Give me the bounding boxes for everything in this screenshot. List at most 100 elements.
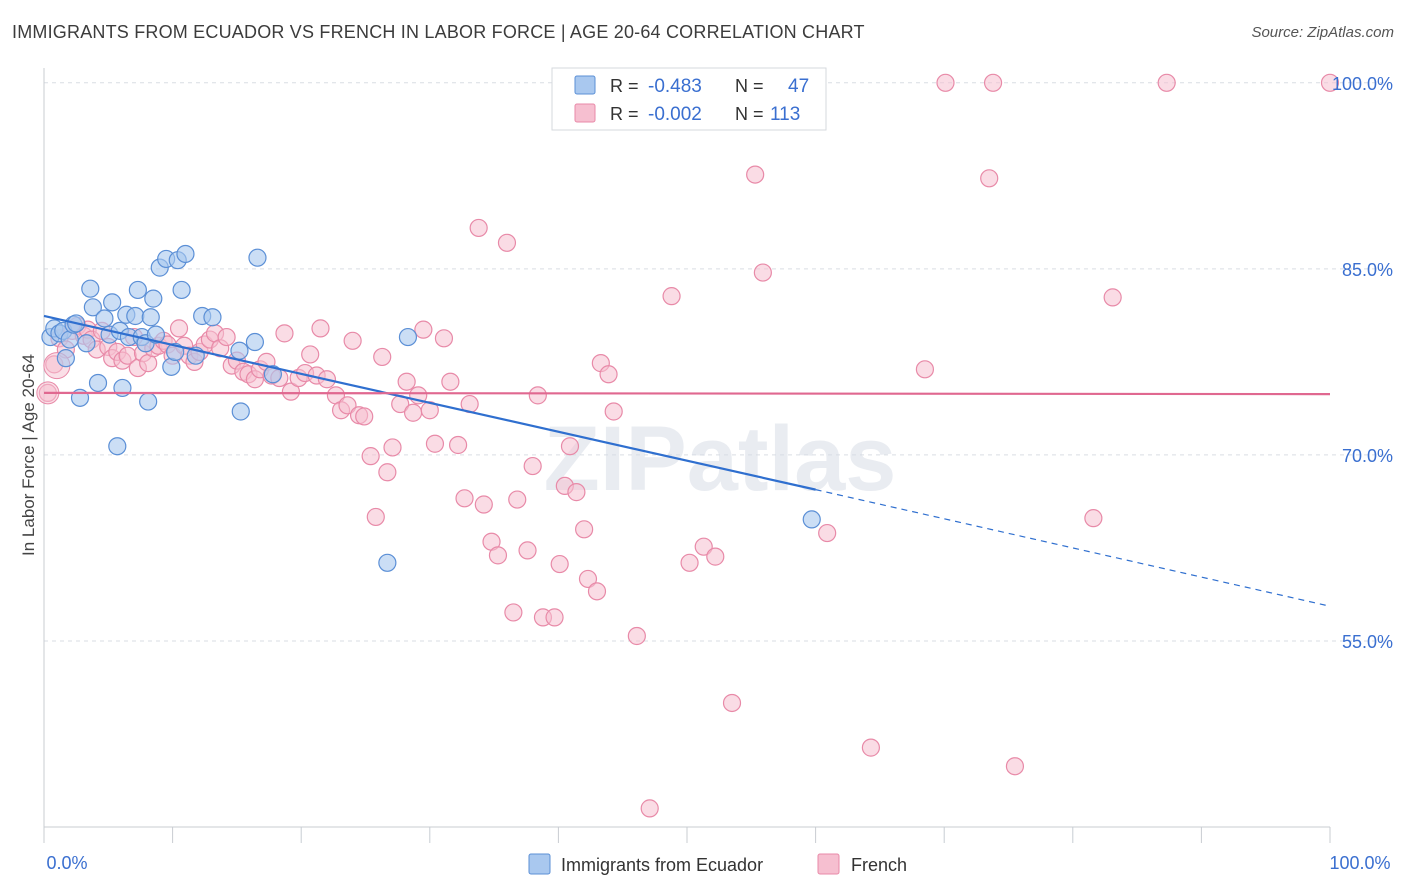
french-point	[567, 483, 586, 502]
french-point	[373, 347, 392, 367]
french-point	[275, 324, 294, 343]
french-point	[169, 319, 189, 338]
x-tick-label-min: 0.0%	[46, 853, 87, 873]
ecuador-point	[60, 330, 79, 349]
french-point	[414, 320, 433, 339]
n-value-1: 47	[788, 76, 809, 97]
ecuador-point	[230, 341, 249, 360]
french-point	[936, 73, 955, 92]
ecuador-point	[81, 279, 100, 298]
n-label-1: N =	[735, 76, 764, 96]
ecuador-point	[802, 510, 821, 529]
french-point	[508, 490, 527, 509]
ecuador-point	[144, 289, 163, 308]
french-legend-label: French	[851, 855, 907, 875]
french-point	[361, 447, 380, 466]
ecuador-point	[146, 325, 165, 344]
french-point	[753, 263, 772, 282]
french-point	[1084, 509, 1103, 528]
french-point	[378, 463, 397, 482]
french-point	[488, 546, 508, 565]
french-point	[560, 437, 580, 456]
ecuador-point	[126, 306, 145, 326]
ecuador-point	[56, 349, 75, 368]
watermark: ZIPatlas	[544, 408, 897, 510]
ecuador-point	[139, 392, 158, 411]
ecuador-point	[77, 334, 96, 353]
ecuador-trend-extension	[815, 489, 1331, 607]
y-axis-label: In Labor Force | Age 20-64	[19, 354, 38, 556]
y-tick-label: 100.0%	[1332, 74, 1393, 94]
ecuador-point	[103, 293, 122, 312]
french-point	[518, 541, 537, 560]
french-point	[217, 327, 236, 347]
french-point	[403, 403, 423, 422]
axes	[43, 68, 1331, 843]
ecuador-point	[128, 280, 147, 300]
r-value-2: -0.002	[648, 104, 702, 125]
french-point	[281, 382, 301, 401]
french-point	[983, 73, 1003, 92]
ecuador-point	[141, 308, 160, 327]
french-point	[343, 331, 362, 350]
french-point	[311, 319, 330, 338]
ecuador-point	[166, 342, 185, 362]
french-point	[980, 169, 999, 188]
ecuador-point	[248, 248, 267, 267]
bottom-legend: Immigrants from Ecuador French	[528, 853, 907, 875]
y-tick-label: 70.0%	[1342, 446, 1393, 466]
ecuador-point	[162, 357, 181, 376]
french-point	[497, 233, 517, 252]
french-point	[722, 693, 742, 713]
french-point	[915, 360, 935, 379]
french-point	[523, 456, 542, 476]
ecuador-point	[176, 244, 195, 264]
ecuador-point	[95, 309, 114, 328]
french-point	[1103, 288, 1122, 307]
ecuador-point	[378, 553, 397, 572]
french-legend-swatch	[574, 103, 596, 123]
french-point	[528, 386, 547, 405]
french-point	[504, 603, 523, 622]
ecuador-point	[263, 365, 283, 384]
french-point	[383, 438, 402, 457]
french-point	[1157, 73, 1176, 92]
ecuador-point	[83, 298, 102, 317]
french-point	[338, 396, 357, 415]
ecuador-bottom-swatch	[528, 853, 551, 875]
x-tick-label-max: 100.0%	[1329, 853, 1390, 873]
r-label-1: R =	[610, 76, 639, 96]
ecuador-point	[203, 308, 222, 327]
n-value-2: 113	[770, 104, 800, 125]
y-tick-label: 55.0%	[1342, 632, 1393, 652]
french-point	[1005, 757, 1025, 776]
french-point	[1320, 73, 1340, 92]
french-bottom-swatch	[817, 853, 840, 875]
french-point	[575, 520, 594, 539]
trend-lines	[43, 314, 1331, 607]
french-point	[434, 329, 454, 348]
french-point	[587, 582, 607, 601]
french-point	[469, 218, 488, 238]
french-point	[604, 402, 623, 421]
french-series	[36, 73, 1340, 818]
r-value-1: -0.483	[648, 76, 702, 97]
french-point	[448, 435, 468, 455]
ecuador-point	[231, 402, 250, 421]
ecuador-point	[88, 373, 108, 393]
ecuador-point	[245, 332, 265, 352]
ecuador-point	[172, 280, 191, 300]
french-point	[455, 489, 474, 508]
french-point	[694, 537, 713, 556]
y-tick-labels: 55.0% 70.0% 85.0% 100.0%	[1332, 74, 1393, 652]
french-point	[397, 372, 416, 391]
french-point	[861, 738, 880, 757]
ecuador-legend-swatch	[574, 75, 596, 95]
french-point	[662, 287, 681, 306]
french-point	[818, 523, 837, 543]
r-label-2: R =	[610, 104, 639, 124]
french-point	[640, 799, 659, 818]
ecuador-trend-line	[43, 314, 816, 491]
source-label: Source: ZipAtlas.com	[1251, 24, 1394, 41]
